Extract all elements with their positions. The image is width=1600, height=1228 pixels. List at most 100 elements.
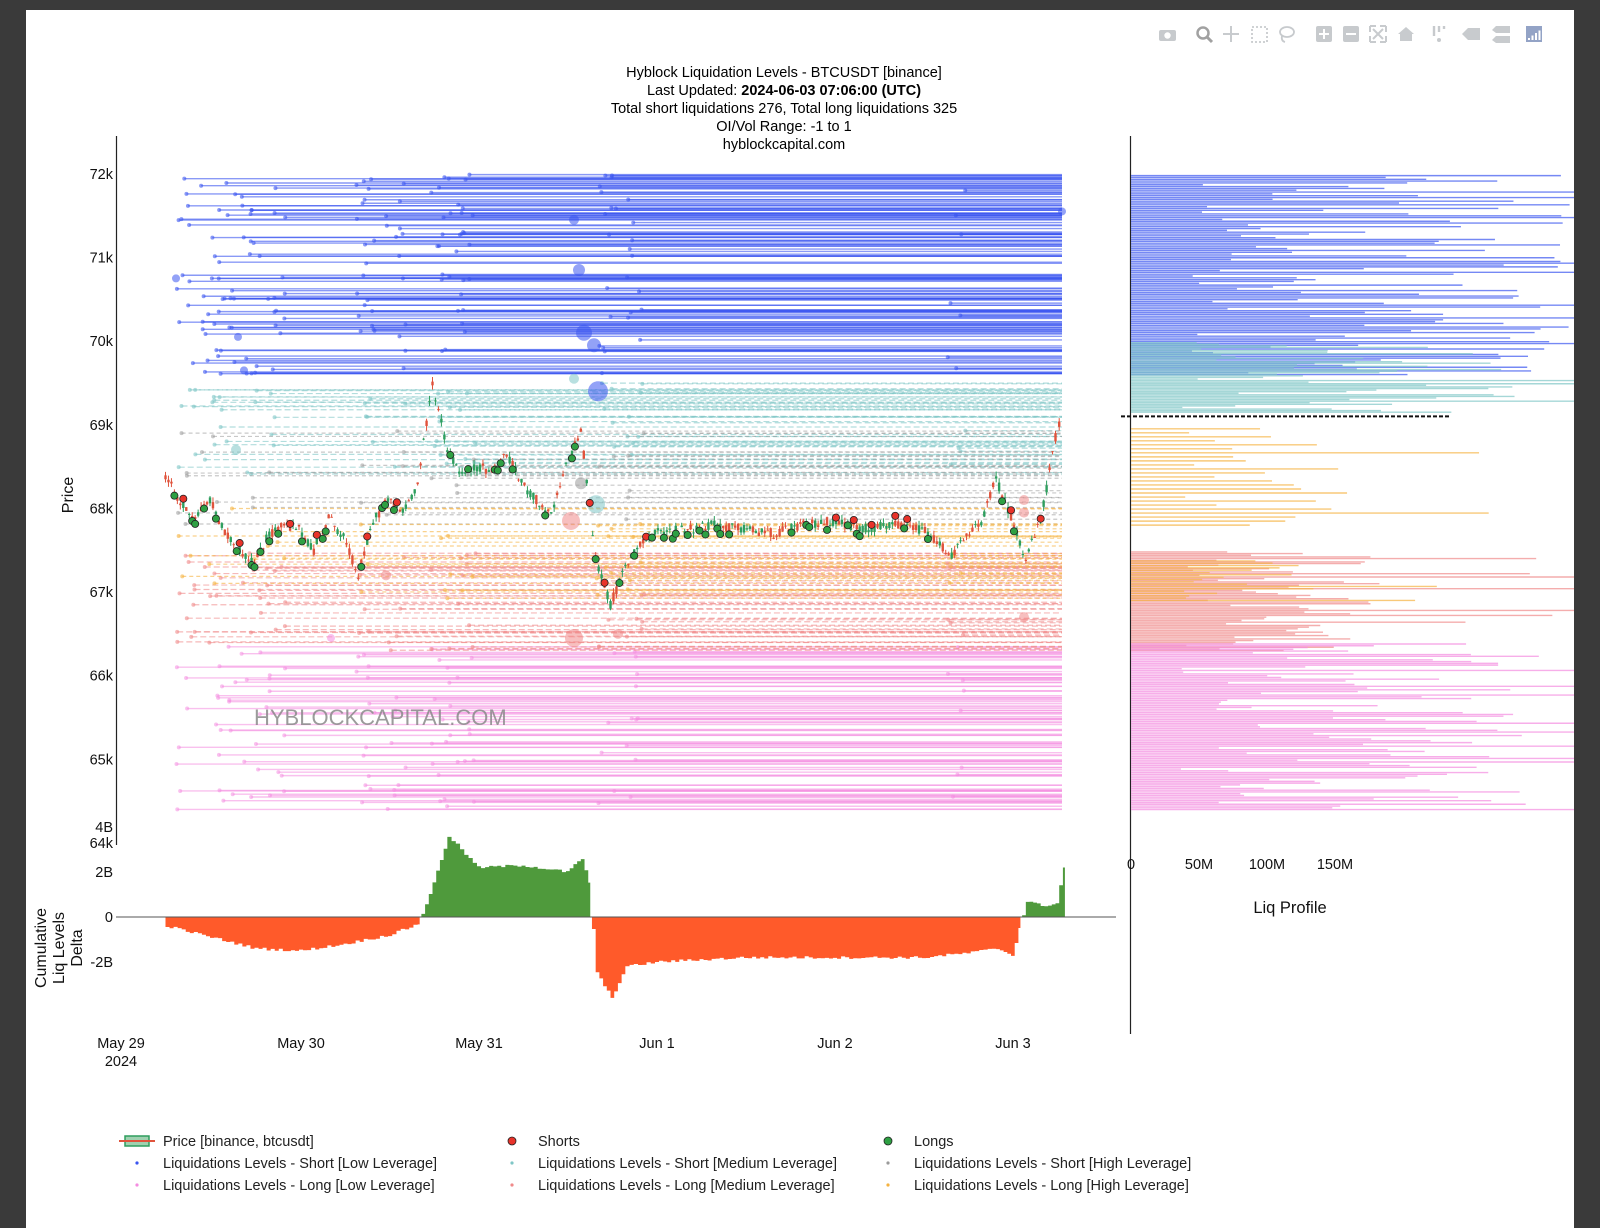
candle-body[interactable]	[585, 479, 588, 484]
liquidation-bubble[interactable]	[562, 511, 580, 530]
candle-body[interactable]	[908, 525, 912, 527]
candle-body[interactable]	[668, 528, 672, 530]
candle-body[interactable]	[816, 525, 820, 528]
legend-item-price[interactable]: Price [binance, btcusdt]	[119, 1134, 314, 1150]
candle-body[interactable]	[389, 498, 393, 500]
legend-item-long-high[interactable]: Liquidations Levels - Long [High Leverag…	[886, 1178, 1189, 1194]
candle-body[interactable]	[609, 601, 612, 609]
candle-body[interactable]	[374, 512, 378, 518]
candle-body[interactable]	[938, 541, 941, 546]
candle-body[interactable]	[974, 524, 977, 526]
candle-body[interactable]	[366, 538, 369, 545]
candle-body[interactable]	[633, 549, 636, 554]
candle-body[interactable]	[1054, 433, 1057, 442]
short-marker[interactable]	[849, 515, 858, 524]
candle-body[interactable]	[778, 529, 781, 537]
candle-body[interactable]	[733, 525, 737, 528]
candle-body[interactable]	[294, 529, 298, 531]
candle-body[interactable]	[600, 574, 603, 579]
candle-body[interactable]	[992, 482, 995, 488]
candle-body[interactable]	[710, 520, 713, 524]
liquidation-bubble[interactable]	[569, 373, 579, 384]
candle-body[interactable]	[784, 525, 787, 527]
short-marker[interactable]	[179, 494, 188, 503]
candle-body[interactable]	[701, 522, 704, 524]
candle-body[interactable]	[532, 492, 535, 500]
candle-body[interactable]	[395, 505, 399, 508]
candle-body[interactable]	[271, 529, 274, 537]
long-marker[interactable]	[321, 527, 330, 536]
long-marker[interactable]	[318, 534, 327, 543]
candle-body[interactable]	[413, 489, 416, 494]
legend-item-short-medium[interactable]: Liquidations Levels - Short [Medium Leve…	[510, 1156, 837, 1172]
candle-body[interactable]	[769, 528, 772, 538]
candle-body[interactable]	[831, 518, 835, 526]
candle-body[interactable]	[959, 540, 962, 542]
candle-body[interactable]	[621, 570, 624, 572]
candle-body[interactable]	[523, 482, 526, 486]
candle-body[interactable]	[552, 504, 556, 508]
candle-body[interactable]	[1036, 523, 1039, 525]
candle-body[interactable]	[894, 520, 897, 526]
candle-body[interactable]	[300, 532, 304, 537]
box-select-icon[interactable]	[1251, 26, 1268, 43]
candle-body[interactable]	[431, 381, 434, 386]
candle-body[interactable]	[935, 541, 939, 544]
hover-compare-icon[interactable]	[1492, 26, 1510, 43]
candle-body[interactable]	[811, 519, 814, 523]
candle-body[interactable]	[214, 511, 218, 515]
liquidation-markers[interactable]	[170, 442, 1045, 587]
candle-body[interactable]	[947, 553, 950, 555]
candle-body[interactable]	[861, 525, 864, 533]
long-marker[interactable]	[381, 500, 390, 509]
candle-body[interactable]	[205, 502, 209, 505]
candle-body[interactable]	[656, 528, 660, 531]
candle-body[interactable]	[745, 528, 749, 530]
candle-body[interactable]	[549, 512, 553, 514]
candle-body[interactable]	[377, 511, 381, 518]
candle-body[interactable]	[182, 502, 185, 508]
candle-body[interactable]	[1042, 500, 1045, 507]
candle-body[interactable]	[790, 523, 793, 533]
candle-body[interactable]	[840, 519, 844, 525]
candle-body[interactable]	[208, 497, 212, 504]
candle-body[interactable]	[226, 532, 229, 539]
candle-body[interactable]	[348, 548, 351, 555]
liquidation-bubble[interactable]	[327, 634, 335, 643]
candle-body[interactable]	[535, 495, 538, 505]
candle-body[interactable]	[256, 552, 259, 558]
legend-item-short-high[interactable]: Liquidations Levels - Short [High Levera…	[886, 1156, 1191, 1172]
long-marker[interactable]	[464, 465, 473, 474]
short-marker[interactable]	[1036, 514, 1045, 523]
candle-body[interactable]	[713, 520, 716, 526]
candle-body[interactable]	[265, 534, 268, 542]
candle-body[interactable]	[977, 524, 980, 527]
candle-body[interactable]	[502, 453, 505, 456]
candle-body[interactable]	[176, 497, 179, 501]
delta-area-negative[interactable]	[591, 917, 1021, 998]
legend[interactable]: Price [binance, btcusdt] Shorts Longs Liqui…	[119, 1134, 1191, 1194]
long-marker[interactable]	[570, 442, 579, 451]
candle-body[interactable]	[487, 470, 491, 472]
candle-body[interactable]	[416, 482, 419, 485]
candle-body[interactable]	[665, 530, 669, 532]
short-marker[interactable]	[363, 532, 372, 541]
candle-body[interactable]	[478, 464, 482, 472]
candle-body[interactable]	[923, 527, 927, 533]
candle-body[interactable]	[452, 457, 455, 464]
long-marker[interactable]	[541, 511, 550, 520]
candle-body[interactable]	[814, 520, 817, 528]
candle-body[interactable]	[458, 471, 461, 474]
candle-body[interactable]	[167, 479, 170, 483]
long-marker[interactable]	[250, 563, 259, 572]
candle-body[interactable]	[312, 548, 316, 555]
reset-axes-icon[interactable]	[1398, 27, 1414, 41]
long-marker[interactable]	[265, 537, 274, 546]
liquidation-bubble[interactable]	[1019, 612, 1029, 623]
candle-body[interactable]	[591, 535, 594, 537]
candle-body[interactable]	[220, 523, 224, 528]
candle-body[interactable]	[742, 524, 746, 533]
candle-body[interactable]	[674, 525, 677, 531]
candle-body[interactable]	[870, 528, 873, 532]
candle-body[interactable]	[994, 476, 998, 479]
